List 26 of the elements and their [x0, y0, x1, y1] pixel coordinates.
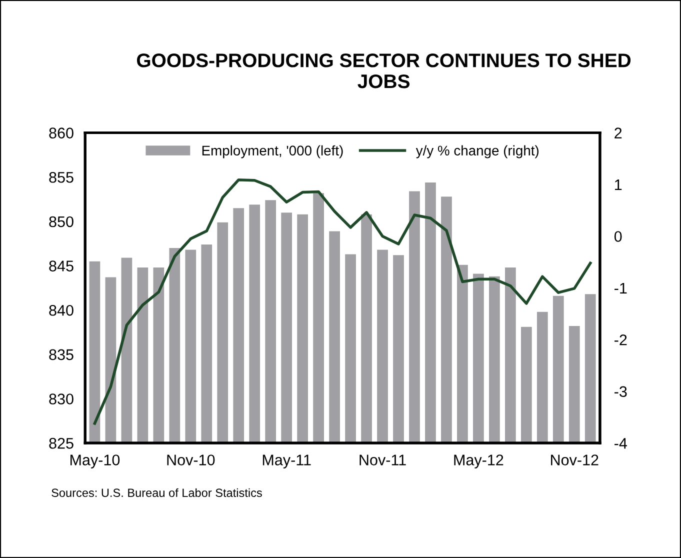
y2-tick-label: 2	[614, 128, 622, 138]
y-tick-label: 840	[49, 304, 74, 316]
y2-tick-label: 0	[614, 231, 622, 242]
x-tick-label: May-10	[70, 454, 120, 468]
source-note: Sources: U.S. Bureau of Labor Statistics	[52, 488, 262, 497]
y2-tick-label: -1	[614, 282, 627, 294]
x-tick-label: Nov-11	[360, 454, 406, 466]
y2-tick-label: -4	[614, 438, 627, 449]
legend-label: Employment, '000 (left)	[202, 145, 343, 158]
x-tick-label: Nov-12	[551, 454, 598, 466]
y-tick-label: 850	[49, 216, 74, 228]
y-tick-label: 845	[49, 260, 74, 272]
x-tick-label: May-11	[262, 454, 311, 468]
y2-tick-label: -2	[614, 334, 627, 346]
y-tick-label: 860	[49, 128, 74, 138]
line-series	[93, 178, 592, 425]
y2-tick-label: 1	[615, 180, 622, 190]
y-tick-label: 835	[49, 349, 74, 360]
x-tick-label: Nov-10	[167, 454, 215, 466]
x-tick-label: May-12	[454, 454, 504, 468]
chart-title: GOODS-PRODUCING SECTOR CONTINUES TO SHED JOBS	[137, 54, 631, 88]
legend-label: y/y % change (right)	[416, 145, 539, 158]
y-tick-label: 825	[49, 438, 74, 449]
y2-tick-label: -3	[614, 386, 627, 398]
y-tick-label: 830	[49, 394, 74, 404]
y-tick-label: 855	[49, 172, 74, 183]
